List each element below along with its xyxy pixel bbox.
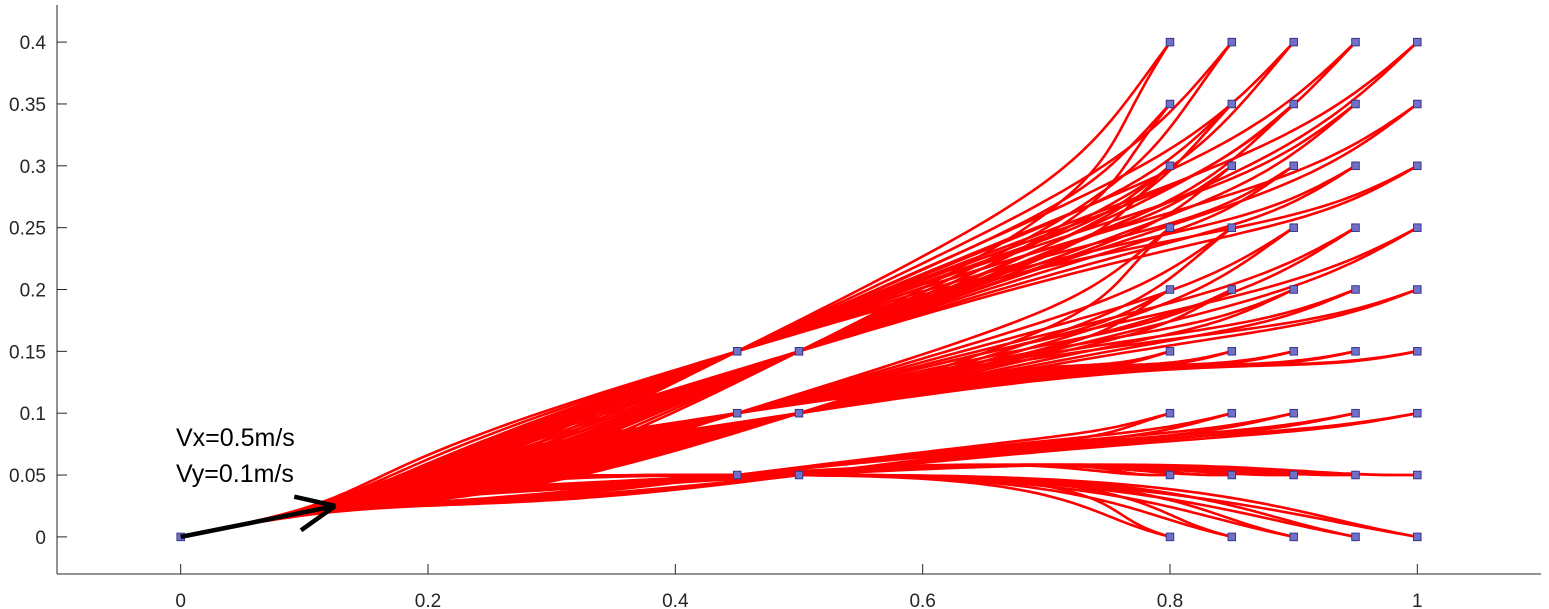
x-tick-label: 1: [1412, 591, 1423, 609]
trajectory-line: [179, 40, 1234, 539]
target-marker: [1227, 37, 1237, 47]
target-marker: [1413, 37, 1422, 47]
target-marker: [1289, 161, 1298, 171]
target-marker: [1351, 223, 1360, 232]
target-marker: [1165, 532, 1175, 542]
target-marker: [1413, 285, 1422, 294]
target-marker: [1165, 37, 1175, 47]
target-marker: [1227, 285, 1237, 294]
y-tick-label: 0: [35, 528, 46, 549]
x-tick-label: 0.6: [909, 591, 935, 609]
y-tick-label: 0.15: [9, 342, 46, 363]
waypoint-marker: [794, 470, 804, 480]
target-marker: [1165, 99, 1175, 109]
trajectory-line: [179, 40, 1172, 539]
target-marker: [1351, 285, 1360, 294]
trajectory-line: [179, 40, 1172, 539]
target-marker: [1351, 532, 1360, 542]
target-marker: [1289, 347, 1298, 356]
annotation-vy: Vy=0.1m/s: [176, 460, 294, 488]
y-tick-label: 0.05: [9, 466, 46, 487]
target-marker: [1413, 408, 1422, 418]
target-marker: [1289, 470, 1298, 480]
target-marker: [1289, 223, 1298, 232]
target-marker: [1413, 347, 1422, 356]
target-marker: [1413, 223, 1422, 232]
target-marker: [1351, 347, 1360, 356]
target-marker: [1227, 223, 1237, 232]
trajectory-line: [179, 40, 1234, 539]
target-marker: [1351, 470, 1360, 480]
target-marker: [1351, 37, 1360, 47]
target-marker: [1227, 408, 1237, 418]
target-marker: [1227, 470, 1237, 480]
target-marker: [1165, 470, 1175, 480]
arrow-head: [293, 494, 336, 509]
target-marker: [1165, 223, 1175, 232]
y-tick-label: 0.25: [9, 219, 46, 240]
target-marker: [1289, 37, 1298, 47]
target-marker: [1413, 532, 1422, 542]
target-marker: [1165, 161, 1175, 171]
waypoint-marker: [732, 408, 742, 418]
target-marker: [1413, 161, 1422, 171]
arrow-shaft: [180, 503, 336, 540]
x-tick-label: 0.2: [415, 591, 441, 609]
target-marker: [1227, 532, 1237, 542]
target-marker: [1165, 285, 1175, 294]
axes: 0 0.2 0.4 0.6 0.8 1 0 0.05 0.1 0.15 0.2 0.25 0.3 0.35…: [9, 5, 1541, 609]
target-marker: [1227, 161, 1237, 171]
target-marker: [1289, 99, 1298, 109]
target-marker: [1289, 532, 1298, 542]
target-marker: [1165, 347, 1175, 356]
target-marker: [1165, 408, 1175, 418]
x-tick-label: 0.4: [662, 591, 689, 609]
target-marker: [1227, 99, 1237, 109]
target-marker: [1413, 99, 1422, 109]
y-tick-label: 0.3: [20, 157, 46, 178]
target-marker: [1289, 285, 1298, 294]
waypoint-marker: [794, 408, 804, 418]
arrow-head: [299, 504, 337, 533]
waypoint-marker: [794, 347, 804, 356]
y-tick-label: 0.2: [20, 281, 46, 302]
point-markers: [176, 37, 1422, 542]
velocity-arrow: [180, 494, 337, 540]
target-marker: [1351, 161, 1360, 171]
target-marker: [1413, 470, 1422, 480]
waypoint-marker: [732, 347, 742, 356]
target-marker: [1289, 408, 1298, 418]
target-marker: [1351, 408, 1360, 418]
y-tick-label: 0.4: [20, 33, 47, 54]
x-tick-label: 0: [175, 591, 186, 609]
y-tick-label: 0.35: [9, 95, 46, 116]
target-marker: [1351, 99, 1360, 109]
y-tick-label: 0.1: [20, 404, 46, 425]
x-tick-label: 0.8: [1157, 591, 1183, 609]
annotation-vx: Vx=0.5m/s: [176, 424, 295, 452]
waypoint-marker: [732, 470, 742, 480]
target-marker: [1227, 347, 1237, 356]
